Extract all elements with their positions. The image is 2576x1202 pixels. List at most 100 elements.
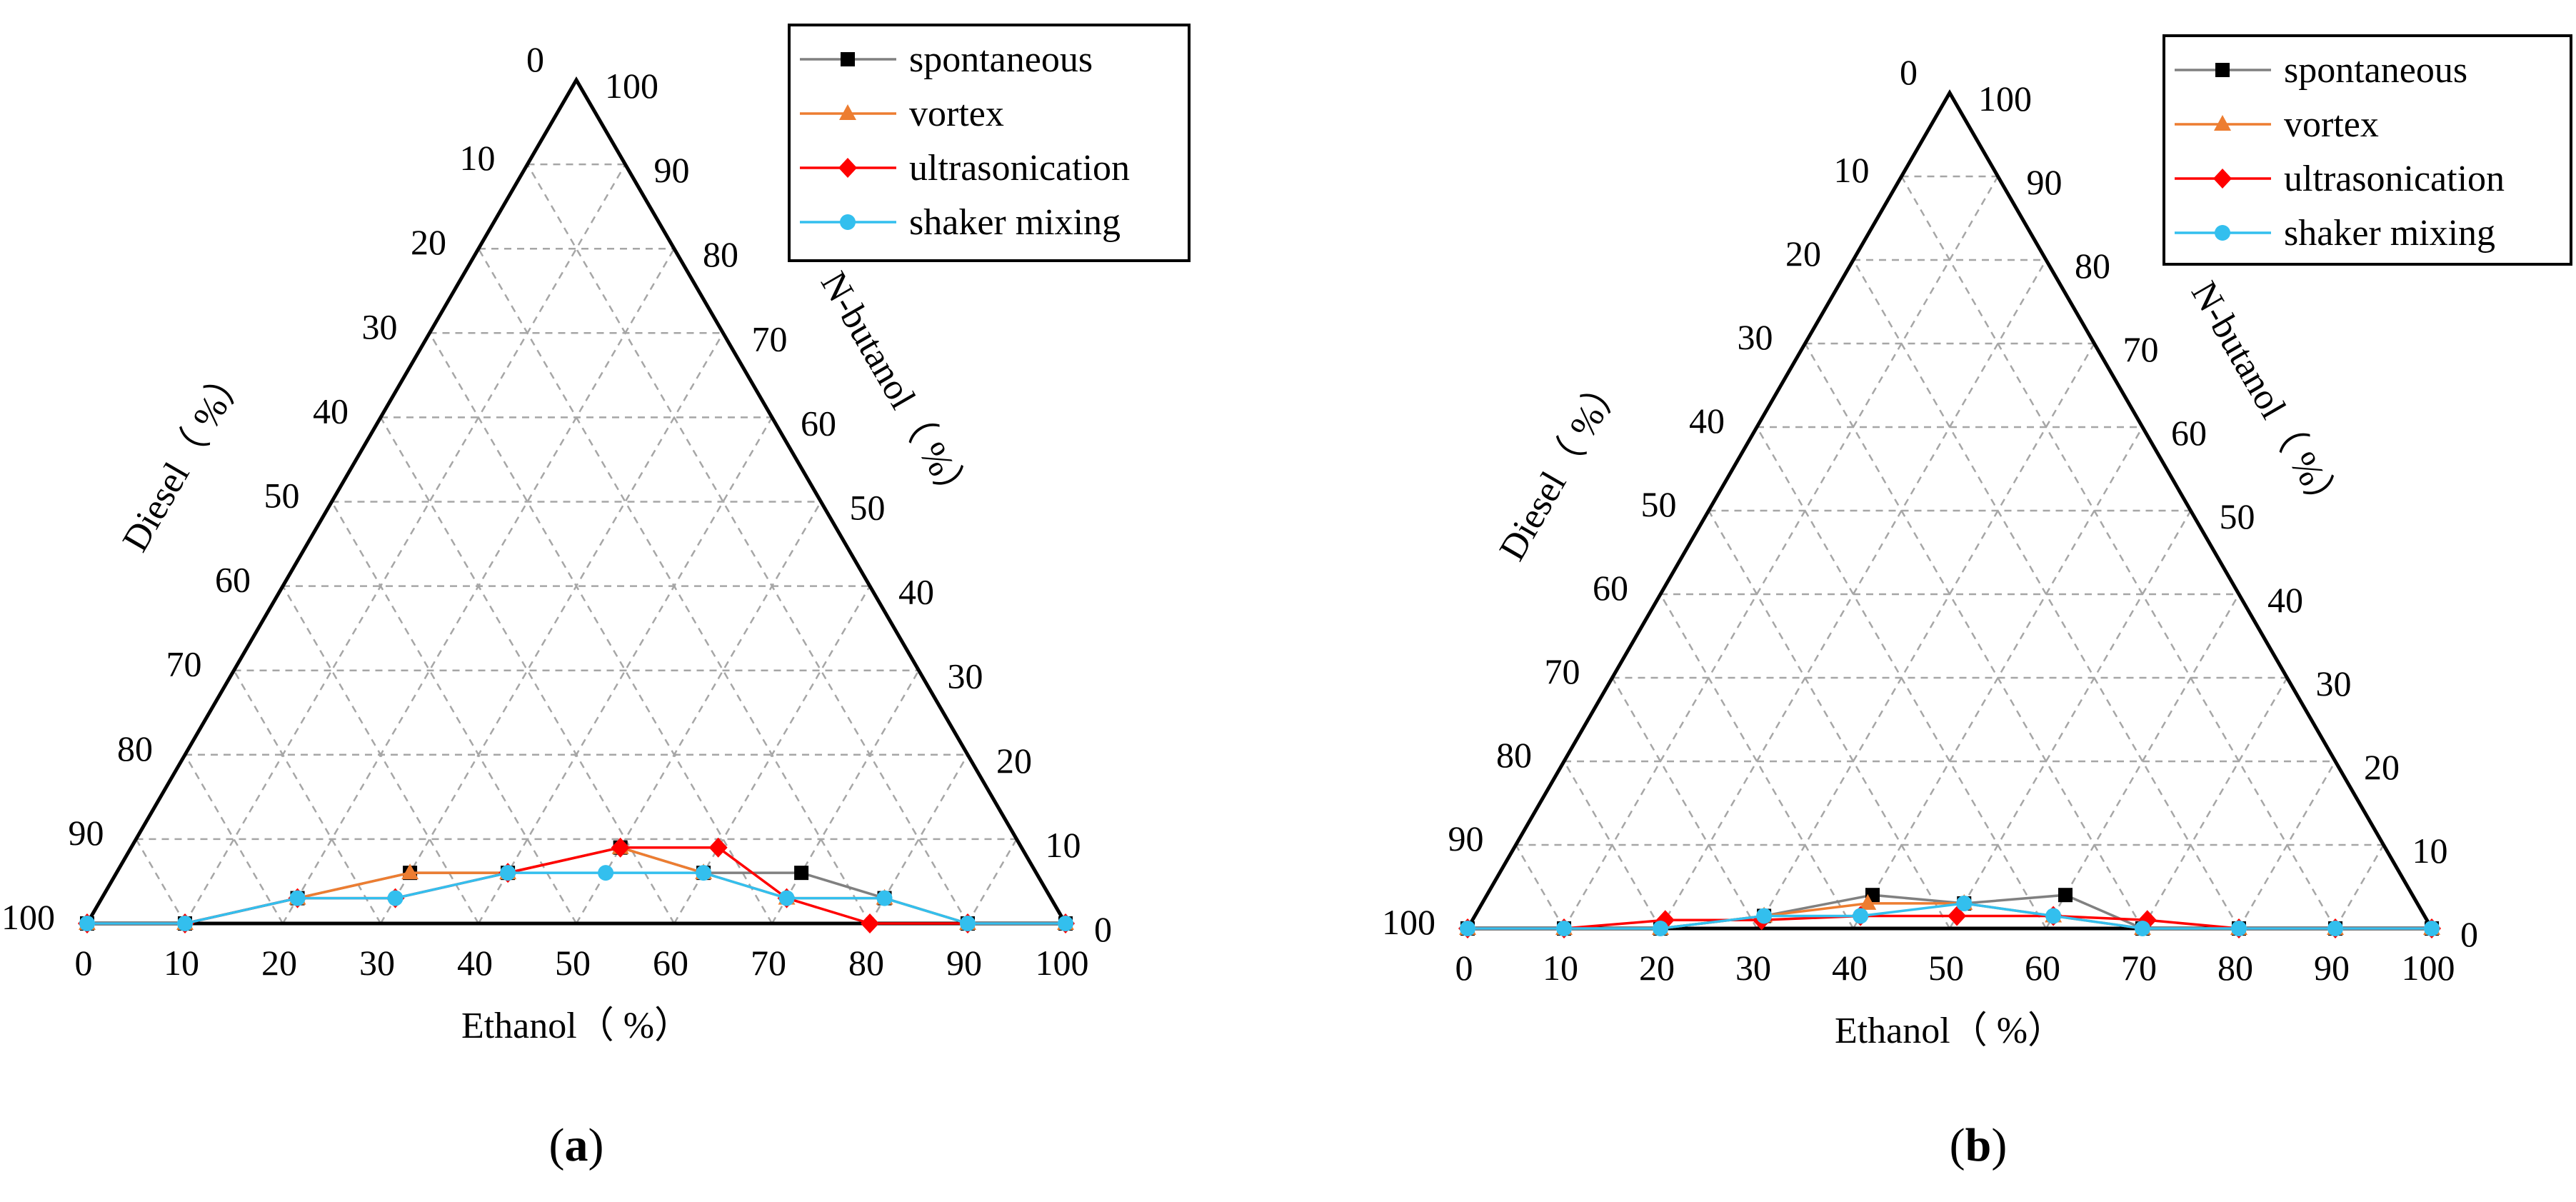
grid-line [2141, 677, 2288, 929]
data-point [387, 890, 404, 906]
legend-marker [2215, 225, 2230, 241]
series-vortex [79, 838, 1074, 930]
data-point [2045, 908, 2062, 924]
legend: spontaneous vortex ultrasonication shaker m… [788, 24, 1191, 262]
data-point [1948, 906, 1967, 926]
bottom-tick-label: 10 [1543, 948, 1578, 988]
data-point [1956, 895, 1973, 911]
panel-label: (b) [1950, 1119, 2008, 1171]
left-tick-label: 40 [1689, 401, 1725, 441]
series-shaker-mixing [1460, 895, 2440, 936]
grid-line [771, 670, 920, 924]
data-point [611, 837, 630, 858]
bottom-tick-label: 20 [261, 943, 297, 983]
grid-line [1900, 176, 2337, 929]
left-tick-label: 30 [362, 306, 398, 346]
grid-line [184, 754, 284, 924]
grid-line [1948, 510, 2192, 929]
grid [135, 163, 1018, 924]
data-point [2135, 921, 2150, 936]
right-tick-label: 70 [2123, 329, 2159, 369]
grid-line [1611, 677, 1758, 929]
data-point [1058, 916, 1073, 931]
grid-line [1804, 343, 2144, 929]
data-point [598, 865, 614, 881]
legend-box [2162, 34, 2572, 266]
bottom-tick-label: 50 [555, 943, 591, 983]
grid-line [1563, 761, 1662, 929]
grid-line [2334, 844, 2385, 929]
data-point [778, 890, 795, 906]
bottom-tick-label: 50 [1928, 948, 1964, 988]
bottom-tick-label: 70 [751, 943, 786, 983]
legend-label: shaker mixing [2284, 213, 2495, 254]
grid-line [575, 501, 822, 924]
legend-marker [2215, 63, 2230, 77]
right-tick-label: 80 [2075, 246, 2110, 286]
bottom-tick-label: 30 [1735, 948, 1771, 988]
grid-line [2045, 594, 2240, 929]
right-axis-title: N-butanol（ %） [2183, 275, 2351, 525]
right-tick-label: 50 [2220, 496, 2255, 536]
bottom-tick-label: 100 [2402, 948, 2455, 988]
legend-label: spontaneous [2284, 50, 2467, 91]
grid-line [184, 164, 626, 924]
bottom-tick-label: 80 [2217, 948, 2253, 988]
data-point [1859, 893, 1877, 910]
grid-line [135, 838, 186, 924]
left-tick-label: 10 [1834, 150, 1870, 190]
series-spontaneous [80, 840, 1073, 931]
right-tick-label: 20 [2364, 747, 2400, 787]
data-point [2424, 921, 2440, 936]
legend-marker [2213, 169, 2232, 189]
legend-label: shaker mixing [909, 202, 1121, 243]
right-tick-label: 100 [1978, 79, 2032, 119]
data-point [289, 890, 306, 906]
bottom-tick-label: 10 [164, 943, 199, 983]
left-tick-label: 10 [460, 138, 496, 178]
grid-line [526, 164, 969, 924]
left-tick-label: 40 [313, 391, 349, 431]
data-point [401, 863, 419, 880]
ternary-panel-b: 0 10 20 30 40 50 60 70 80 90 100010203040506070809… [1382, 34, 2572, 1171]
bottom-tick-label: 20 [1639, 948, 1675, 988]
grid-line [1563, 176, 1999, 929]
right-tick-label: 10 [1046, 825, 1081, 865]
left-tick-label: 80 [117, 728, 153, 768]
bottom-tick-label: 100 [1036, 943, 1089, 983]
data-point [960, 916, 976, 931]
data-point [1756, 908, 1773, 924]
data-point [2231, 921, 2247, 936]
right-tick-label: 40 [2267, 580, 2303, 620]
grid-line [1659, 594, 1855, 929]
data-point [861, 913, 879, 933]
left-tick-label: 20 [411, 222, 446, 262]
bottom-tick-label: 30 [359, 943, 395, 983]
bottom-tick-label: 0 [75, 943, 93, 983]
bottom-axis-title: Ethanol（ %） [1835, 1011, 2065, 1051]
right-tick-label: 40 [898, 572, 934, 612]
bottom-tick-label: 40 [1832, 948, 1868, 988]
legend-label: ultrasonication [909, 148, 1130, 189]
bottom-axis-title: Ethanol（ %） [461, 1006, 691, 1046]
data-point [794, 866, 809, 881]
panel-label: (a) [549, 1119, 604, 1171]
legend-label: vortex [2284, 104, 2379, 145]
left-tick-label: 60 [1593, 568, 1628, 608]
right-tick-label: 60 [801, 403, 836, 443]
right-tick-label: 20 [996, 741, 1032, 781]
ternary-panel-a: 0 10 20 30 40 50 60 70 80 90 100010203040506070809… [1, 24, 1191, 1171]
legend-marker [2214, 115, 2231, 131]
grid-line [2237, 761, 2337, 929]
right-tick-label: 0 [2460, 914, 2478, 954]
data-point [696, 865, 712, 881]
left-tick-label: 70 [1545, 651, 1580, 691]
grid-line [233, 670, 382, 924]
data-point [1460, 921, 1475, 936]
grid-line [966, 838, 1018, 924]
legend-label: spontaneous [909, 39, 1093, 80]
right-tick-label: 30 [2316, 663, 2352, 703]
grid [1515, 175, 2385, 929]
left-tick-label: 50 [1641, 484, 1677, 524]
